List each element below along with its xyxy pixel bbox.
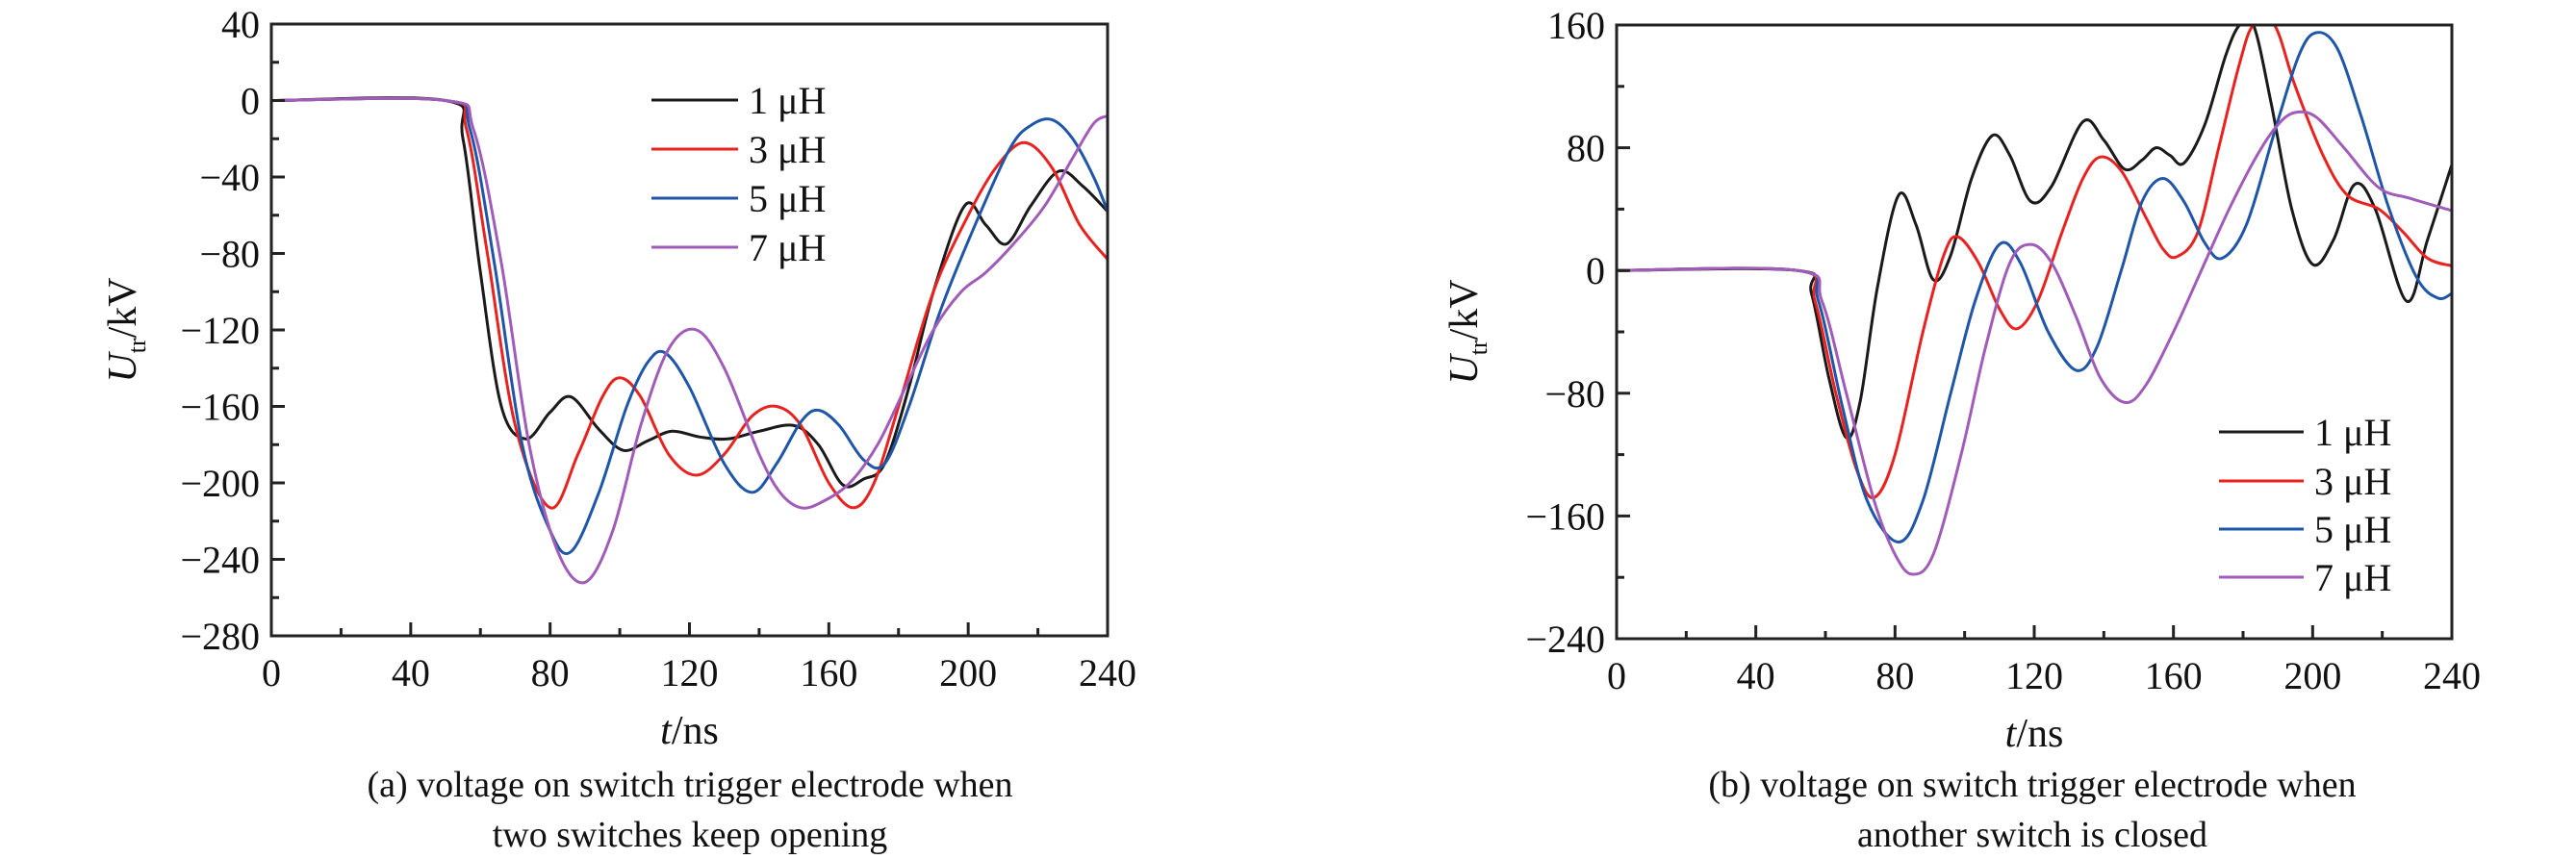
x-tick-label: 40 — [392, 651, 430, 695]
series-line-5h — [271, 96, 1108, 556]
y-tick-label: −40 — [199, 156, 260, 199]
figure-caption-line: (a) voltage on switch trigger electrode … — [367, 765, 1012, 805]
x-axis-title: t/ns — [660, 709, 719, 753]
series-line-1h — [1617, 25, 2452, 441]
x-tick-label: 200 — [2283, 654, 2341, 697]
y-tick-label: 160 — [1547, 4, 1605, 47]
chart-panel-b: 0 40 80 120 160 200 240 −240 −160 −80 0 80 160 t/ns Ut… — [1442, 4, 2481, 855]
x-axis-unit: /ns — [2016, 712, 2063, 756]
x-tick-label: 160 — [2145, 654, 2203, 697]
x-tick-label: 240 — [2423, 654, 2481, 697]
y-tick-label: 80 — [1567, 127, 1605, 170]
legend-label: 3 μH — [2314, 460, 2391, 503]
x-axis-symbol: t — [2005, 712, 2018, 756]
y-tick-label: 40 — [221, 3, 260, 46]
legend-label: 7 μH — [749, 226, 826, 269]
chart-panel-a: 0 40 80 120 160 200 240 −280 −240 −200 −160 −120 −80… — [101, 3, 1136, 855]
series-line-3h — [271, 96, 1108, 510]
legend-label: 3 μH — [749, 128, 826, 171]
y-axis-symbol: U — [101, 351, 145, 383]
x-tick-label: 0 — [262, 651, 281, 695]
series-group — [271, 96, 1108, 585]
y-axis-subscript: tr — [1465, 340, 1492, 355]
y-tick-label: −120 — [180, 309, 260, 352]
y-tick-label: −80 — [199, 233, 260, 276]
x-tick-label: 200 — [939, 651, 997, 695]
y-tick-label: −240 — [1525, 618, 1605, 661]
figure-caption-line: two switches keep opening — [493, 815, 888, 855]
y-axis-subscript: tr — [123, 338, 151, 353]
x-tick-label: 40 — [1737, 654, 1775, 697]
legend-label: 5 μH — [749, 177, 826, 220]
y-tick-label: −160 — [1525, 494, 1605, 538]
series-line-3h — [1617, 25, 2452, 500]
x-axis-symbol: t — [660, 709, 673, 753]
series-line-1h — [271, 96, 1108, 489]
y-axis-unit: /kV — [101, 277, 145, 338]
legend-label: 1 μH — [2314, 411, 2391, 454]
x-axis-title: t/ns — [2005, 712, 2064, 756]
x-axis-unit: /ns — [672, 709, 719, 753]
y-axis-symbol: U — [1442, 353, 1487, 385]
x-tick-label: 80 — [531, 651, 570, 695]
y-tick-label: −80 — [1544, 372, 1605, 416]
y-axis-title: Utr/kV — [101, 277, 151, 382]
y-tick-label: −160 — [180, 386, 260, 429]
x-tick-label: 0 — [1607, 654, 1626, 697]
legend-label: 5 μH — [2314, 508, 2391, 551]
x-tick-label: 120 — [2005, 654, 2063, 697]
y-tick-label: −240 — [180, 539, 260, 582]
x-tick-label: 80 — [1875, 654, 1914, 697]
legend: 1 μH 3 μH 5 μH 7 μH — [2219, 411, 2391, 599]
x-tick-label: 120 — [661, 651, 719, 695]
y-axis-title: Utr/kV — [1442, 279, 1492, 384]
series-line-7h — [271, 96, 1108, 585]
series-group — [1617, 25, 2452, 576]
x-tick-label: 160 — [800, 651, 857, 695]
y-tick-label: 0 — [1586, 249, 1605, 292]
y-tick-label: −280 — [180, 615, 260, 658]
legend: 1 μH 3 μH 5 μH 7 μH — [651, 79, 826, 269]
y-tick-label: −200 — [180, 462, 260, 505]
legend-label: 7 μH — [2314, 556, 2391, 599]
y-axis-unit: /kV — [1442, 279, 1487, 340]
x-tick-label: 240 — [1079, 651, 1136, 695]
y-tick-label: 0 — [241, 80, 260, 123]
series-line-5h — [1617, 31, 2452, 543]
series-line-7h — [1617, 110, 2452, 576]
legend-label: 1 μH — [749, 79, 826, 122]
figure-caption-line: another switch is closed — [1857, 815, 2207, 855]
figure-caption-line: (b) voltage on switch trigger electrode … — [1708, 765, 2356, 805]
